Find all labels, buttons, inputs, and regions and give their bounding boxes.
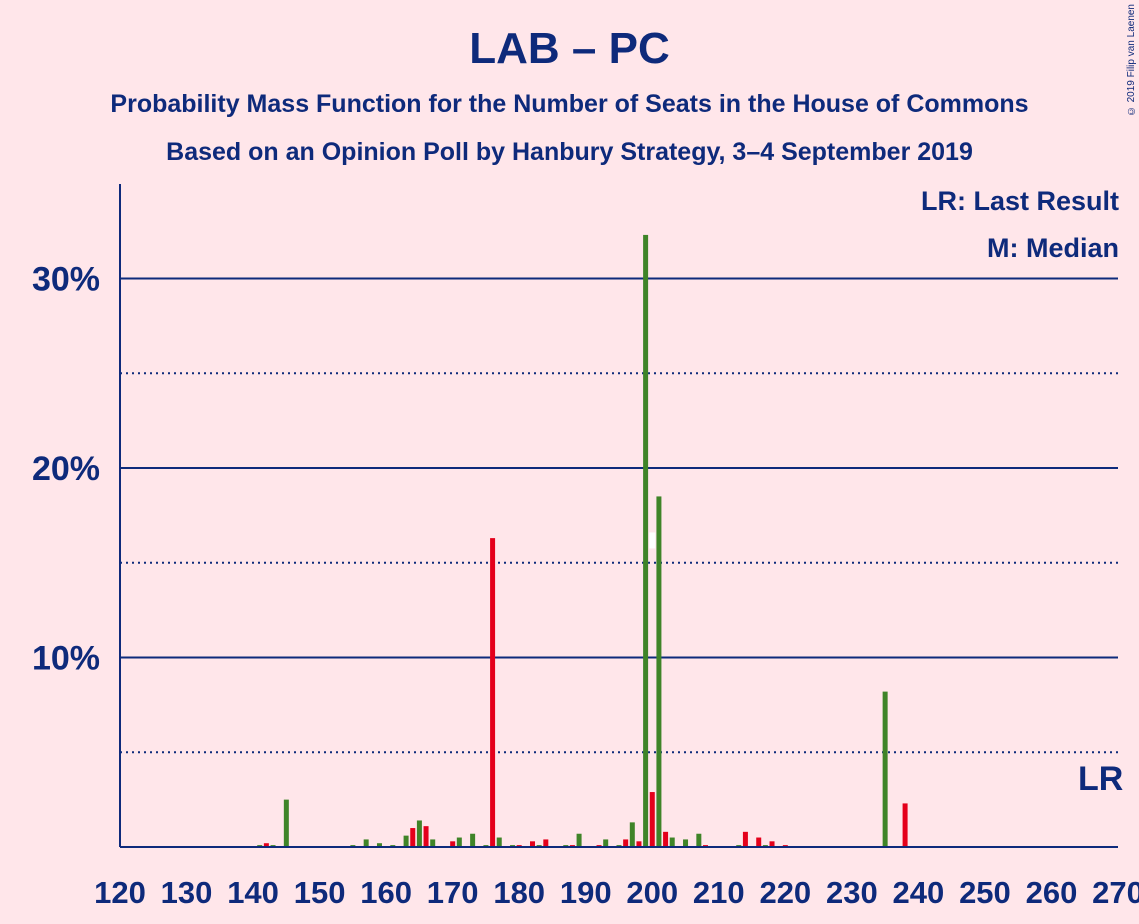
bar-lab — [623, 839, 629, 847]
last-result-label: LR — [1078, 760, 1123, 798]
bar-pc — [430, 839, 436, 847]
x-tick-label: 190 — [560, 875, 612, 910]
bar-lab — [423, 826, 429, 847]
axes — [119, 184, 1118, 848]
x-axis-labels: 120 130 140 150 160 170 180 190 200 210 220 230 240 2… — [94, 875, 1139, 910]
x-tick-label: 200 — [626, 875, 678, 910]
x-tick-label: 120 — [94, 875, 146, 910]
x-tick-label: 130 — [161, 875, 213, 910]
x-tick-label: 260 — [1026, 875, 1078, 910]
bar-lab — [263, 843, 269, 847]
bar-lab — [530, 841, 536, 847]
bar-lab — [450, 841, 456, 847]
x-tick-label: 220 — [759, 875, 811, 910]
bar-lab — [543, 839, 549, 847]
y-tick-label: 20% — [32, 450, 100, 488]
chart-title: LAB – PC — [469, 24, 670, 73]
bar-pc — [403, 835, 409, 847]
bar-pc — [882, 691, 888, 847]
y-axis-labels: 10% 20% 30% — [32, 261, 100, 678]
bar-lab — [769, 841, 775, 847]
bar-pc — [629, 822, 635, 847]
chart-subtitle: Probability Mass Function for the Number… — [110, 90, 1029, 118]
x-tick-label: 270 — [1092, 875, 1139, 910]
bar-pc — [456, 837, 462, 847]
x-tick-label: 160 — [360, 875, 412, 910]
bar-pc — [643, 234, 649, 848]
bar-pc — [376, 843, 382, 847]
bar-pc — [283, 799, 289, 847]
y-tick-label: 10% — [32, 640, 100, 678]
x-tick-label: 240 — [893, 875, 945, 910]
legend-last-result: LR: Last Result — [920, 186, 1119, 216]
bar-pc — [496, 837, 502, 847]
bar-lab — [410, 828, 416, 847]
bar-pc — [696, 833, 702, 847]
legend-median: M: Median — [987, 233, 1119, 263]
bar-lab — [902, 803, 908, 847]
bar-pc — [470, 833, 476, 847]
bar-lab — [649, 792, 655, 847]
x-tick-label: 230 — [826, 875, 878, 910]
bar-lab — [636, 841, 642, 847]
y-tick-label: 30% — [32, 261, 100, 299]
bar-lab — [663, 831, 669, 847]
bar-pc — [416, 820, 422, 847]
median-marker — [649, 532, 656, 549]
median-marker-gap — [649, 532, 656, 549]
bar-pc — [363, 839, 369, 847]
x-tick-label: 210 — [693, 875, 745, 910]
x-tick-label: 180 — [493, 875, 545, 910]
bar-lab — [756, 837, 762, 847]
x-tick-label: 250 — [959, 875, 1011, 910]
bar-lab — [742, 831, 748, 847]
bar-pc — [603, 839, 609, 847]
x-tick-label: 170 — [427, 875, 479, 910]
bar-pc — [669, 837, 675, 847]
chart-subtitle-poll: Based on an Opinion Poll by Hanbury Stra… — [166, 138, 973, 166]
bars — [257, 234, 908, 848]
x-tick-label: 150 — [294, 875, 346, 910]
x-tick-label: 140 — [227, 875, 279, 910]
bar-pc — [683, 839, 689, 847]
bar-pc — [656, 496, 662, 847]
bar-lab — [490, 538, 496, 847]
grid-lines — [120, 277, 1118, 754]
bar-pc — [576, 833, 582, 847]
